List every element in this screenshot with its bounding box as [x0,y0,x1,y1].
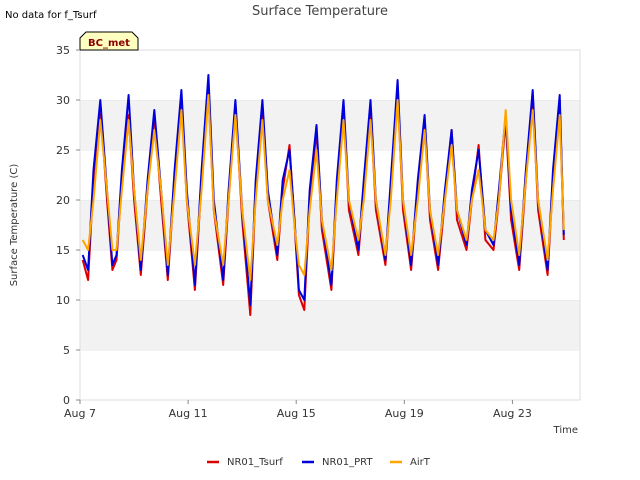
grid-band [80,100,580,150]
badge-shape [79,31,139,51]
x-tick-label: Aug 11 [169,407,208,420]
y-tick-label: 35 [56,44,70,57]
x-tick-label: Aug 7 [64,407,96,420]
grid-band [80,150,580,200]
y-tick-label: 30 [56,94,70,107]
y-tick-label: 5 [63,344,70,357]
x-tick-label: Aug 15 [277,407,316,420]
x-axis-ticks: Aug 7 Aug 11 Aug 15 Aug 19 Aug 23 [64,400,532,420]
legend-label-NR01_PRT: NR01_PRT [322,457,373,468]
grid-band [80,200,580,250]
plot-frame [79,49,581,401]
legend-label-NR01_Tsurf: NR01_Tsurf [227,457,283,468]
x-tick-label: Aug 19 [385,407,424,420]
y-axis-title: Surface Temperature (C) [9,164,20,287]
y-tick-label: 0 [63,394,70,407]
grid-bands [80,49,580,400]
y-tick-label: 20 [56,194,70,207]
chart-title: Surface Temperature [252,4,388,19]
grid-band [80,50,580,100]
no-data-note: No data for f_Tsurf [5,10,97,21]
x-tick-label: Aug 23 [493,407,532,420]
legend: NR01_Tsurf NR01_PRT AirT [207,457,431,468]
grid-band [80,350,580,400]
grid-band [80,300,580,350]
series-lines [81,74,565,316]
badge-label: BC_met [88,38,130,49]
series-line-AirT [81,94,565,281]
y-tick-label: 10 [56,294,70,307]
y-tick-label: 25 [56,144,70,157]
legend-label-AirT: AirT [410,457,431,468]
x-axis-title: Time [553,425,578,436]
badge: BC_met [79,31,139,51]
y-axis-ticks: 0 5 10 15 20 25 30 35 [56,44,80,407]
y-tick-label: 15 [56,244,70,257]
